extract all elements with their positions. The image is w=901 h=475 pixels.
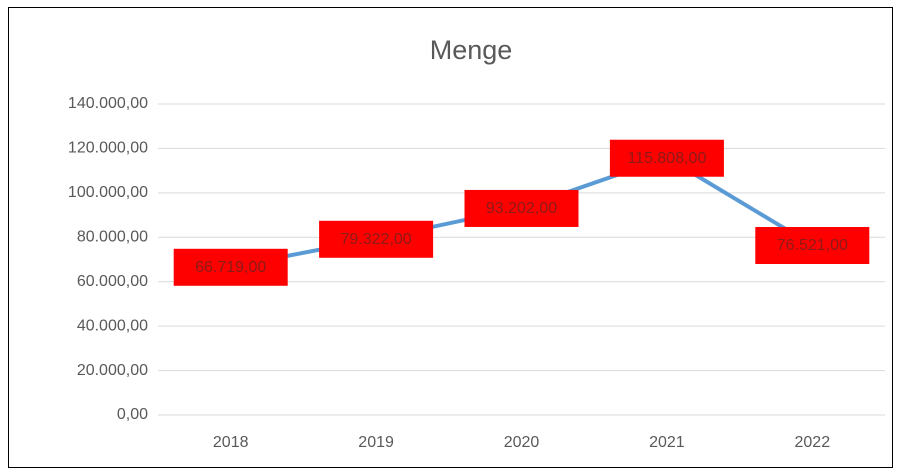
label-box (173, 248, 288, 286)
data-label: 115.808,00 (627, 150, 706, 167)
y-tick-label: 80.000,00 (77, 229, 148, 246)
y-tick-label: 140.000,00 (68, 95, 148, 112)
label-box (755, 227, 870, 265)
label-box (609, 139, 724, 177)
y-tick-label: 0,00 (117, 406, 148, 423)
data-label: 66.719,00 (195, 259, 266, 276)
x-tick-label: 2021 (649, 434, 685, 451)
y-tick-label: 100.000,00 (68, 184, 148, 201)
y-tick-label: 40.000,00 (77, 317, 148, 334)
y-tick-label: 120.000,00 (68, 140, 148, 157)
label-box (319, 220, 434, 258)
x-tick-label: 2018 (213, 434, 249, 451)
x-tick-label: 2019 (358, 434, 394, 451)
x-tick-label: 2020 (504, 434, 540, 451)
data-label: 93.202,00 (486, 200, 557, 217)
x-tick-label: 2022 (795, 434, 831, 451)
chart-title: Menge (430, 35, 513, 65)
label-box (464, 189, 579, 227)
data-label: 79.322,00 (341, 231, 412, 248)
y-tick-label: 20.000,00 (77, 362, 148, 379)
data-label: 76.521,00 (777, 237, 848, 254)
y-tick-label: 60.000,00 (77, 273, 148, 290)
